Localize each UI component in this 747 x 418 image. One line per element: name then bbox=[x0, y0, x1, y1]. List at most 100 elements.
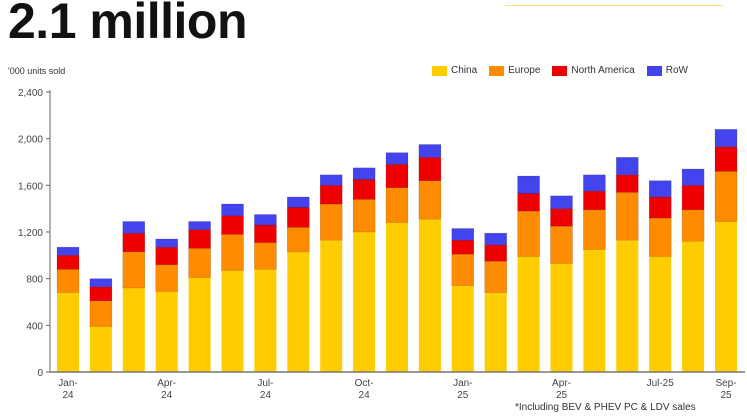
bar-segment-north-america bbox=[56, 255, 80, 270]
legend-label: China bbox=[451, 65, 478, 76]
bar-segment-china bbox=[155, 291, 178, 372]
bar-segment-row bbox=[89, 278, 113, 288]
bar-segment-north-america bbox=[451, 239, 475, 255]
bar-segment-china bbox=[57, 292, 79, 372]
bar-segment-europe bbox=[352, 199, 376, 233]
x-tick-label: 24 bbox=[62, 390, 74, 401]
bar-segment-north-america bbox=[550, 208, 573, 227]
legend-swatch bbox=[552, 65, 568, 76]
x-tick-label: Sep- bbox=[715, 378, 736, 389]
bar-segment-china bbox=[353, 232, 376, 372]
bar-segment-china bbox=[89, 326, 112, 372]
bar-segment-row bbox=[451, 228, 475, 241]
bar-segment-china bbox=[550, 263, 573, 372]
y-tick-label: 2,400 bbox=[18, 88, 43, 99]
bar-segment-north-america bbox=[583, 190, 606, 211]
x-tick-label: 25 bbox=[556, 390, 568, 401]
bar-segment-china bbox=[451, 285, 474, 372]
bar-segment-europe bbox=[319, 203, 343, 241]
bar-segment-europe bbox=[648, 217, 672, 257]
legend: China Europe North America RoW bbox=[432, 65, 688, 76]
x-tick-label: 25 bbox=[720, 390, 732, 401]
bar-segment-north-america bbox=[287, 207, 310, 228]
legend-swatch bbox=[432, 65, 447, 76]
bar-segment-china bbox=[221, 270, 244, 372]
x-tick-label: Jul-25 bbox=[647, 378, 675, 389]
legend-item-china: China bbox=[432, 65, 477, 76]
bar-segment-china bbox=[386, 222, 408, 372]
bar-segment-row bbox=[583, 174, 606, 192]
bar-segment-china bbox=[320, 240, 343, 372]
bar-segment-row bbox=[319, 174, 343, 186]
legend-item-row: RoW bbox=[646, 65, 688, 76]
bar-segment-north-america bbox=[648, 196, 672, 219]
bar-segment-europe bbox=[418, 180, 442, 220]
bar-segment-europe bbox=[155, 264, 178, 292]
bar-segment-europe bbox=[714, 171, 738, 222]
bar-segment-north-america bbox=[418, 157, 442, 181]
bar-segment-china bbox=[484, 292, 507, 372]
bar-segment-china bbox=[649, 256, 672, 372]
y-tick-label: 1,600 bbox=[18, 181, 43, 192]
y-tick-label: 1,200 bbox=[18, 228, 43, 239]
bar-segment-china bbox=[122, 288, 145, 372]
bar-segment-china bbox=[188, 277, 211, 372]
bar-segment-row bbox=[188, 221, 211, 230]
legend-item-europe: Europe bbox=[489, 65, 540, 76]
bar-segment-china bbox=[254, 269, 277, 372]
bar-segment-europe bbox=[484, 260, 507, 293]
bar-segment-europe bbox=[451, 253, 475, 286]
x-tick-label: Jul- bbox=[257, 378, 273, 389]
bar-segment-row bbox=[287, 196, 310, 208]
y-tick-label: 2,000 bbox=[18, 135, 43, 146]
bar-segment-row bbox=[484, 232, 507, 246]
bar-segment-europe bbox=[517, 210, 540, 257]
legend-label: RoW bbox=[665, 65, 688, 76]
bar-segment-row bbox=[648, 180, 672, 198]
bar-segment-europe bbox=[122, 251, 146, 289]
bar-segment-row bbox=[56, 246, 80, 256]
x-tick-label: Oct- bbox=[355, 378, 374, 389]
bar-segment-row bbox=[254, 214, 277, 226]
bar-segment-north-america bbox=[155, 246, 178, 265]
bar-segment-europe bbox=[550, 225, 573, 264]
x-tick-label: Jan- bbox=[58, 378, 77, 389]
bar-segment-europe bbox=[287, 227, 310, 253]
bar-segment-north-america bbox=[89, 286, 113, 302]
bar-segment-europe bbox=[188, 248, 211, 278]
y-tick-label: 0 bbox=[37, 368, 43, 379]
footnote: *Including BEV & PHEV PC & LDV sales bbox=[515, 402, 696, 413]
x-tick-label: Apr- bbox=[157, 378, 176, 389]
legend-swatch bbox=[646, 65, 662, 76]
bar-segment-row bbox=[385, 152, 409, 165]
bar-segment-china bbox=[715, 221, 737, 372]
bar-segment-north-america bbox=[352, 179, 376, 200]
bar-segment-europe bbox=[89, 300, 113, 327]
bar-segment-china bbox=[517, 256, 540, 372]
y-axis-label: '000 units sold bbox=[8, 66, 66, 76]
bar-segment-row bbox=[155, 238, 178, 248]
bar-segment-china bbox=[616, 240, 639, 372]
y-tick-label: 400 bbox=[26, 321, 43, 332]
bar-segment-china bbox=[682, 241, 705, 372]
bar-segment-row bbox=[714, 129, 738, 148]
legend-label: North America bbox=[571, 65, 635, 76]
x-tick-label: 24 bbox=[359, 390, 371, 401]
bar-segment-north-america bbox=[517, 193, 540, 212]
bar-segment-europe bbox=[616, 192, 639, 241]
bar-segment-row bbox=[550, 195, 573, 209]
bar-segment-north-america bbox=[616, 174, 639, 193]
bar-segment-north-america bbox=[681, 185, 705, 211]
bar-segment-china bbox=[287, 251, 310, 372]
bar-segment-north-america bbox=[385, 164, 409, 188]
bar-segment-north-america bbox=[319, 185, 343, 205]
legend-label: Europe bbox=[508, 65, 541, 76]
bar-segment-europe bbox=[221, 234, 244, 271]
bar-segment-north-america bbox=[254, 224, 277, 243]
legend-swatch bbox=[489, 65, 505, 76]
legend-item-north-america: North America bbox=[552, 65, 635, 76]
bar-segment-row bbox=[681, 168, 705, 186]
x-tick-label: Jan- bbox=[453, 378, 472, 389]
y-tick-label: 800 bbox=[26, 275, 43, 286]
x-tick-label: 24 bbox=[161, 390, 173, 401]
